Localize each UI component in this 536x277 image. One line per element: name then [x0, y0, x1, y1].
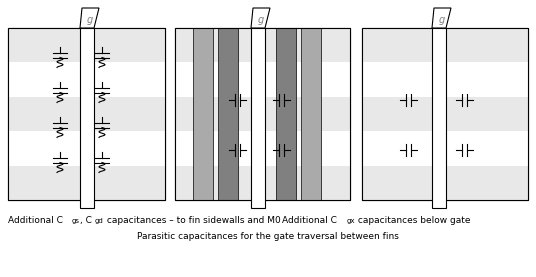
Bar [175, 62, 350, 97]
Polygon shape [251, 8, 270, 28]
Bar [8, 28, 165, 200]
Bar [362, 28, 528, 62]
Polygon shape [80, 8, 99, 28]
Text: Additional C: Additional C [8, 216, 63, 225]
Bar [175, 28, 350, 200]
Bar [251, 28, 265, 208]
Bar [8, 166, 165, 200]
Bar [362, 166, 528, 200]
Bar [175, 97, 350, 131]
Bar [175, 166, 350, 200]
Polygon shape [432, 8, 451, 28]
Text: capacitances below gate: capacitances below gate [355, 216, 471, 225]
Bar [362, 131, 528, 166]
Bar [175, 131, 350, 166]
Bar [8, 62, 165, 97]
Bar [362, 28, 528, 200]
Bar [8, 28, 165, 62]
Bar [362, 28, 528, 200]
Text: gs: gs [72, 218, 80, 224]
Bar [362, 62, 528, 97]
Text: g: g [258, 15, 264, 25]
Text: , C: , C [80, 216, 92, 225]
Bar [193, 28, 213, 200]
Bar [301, 28, 321, 200]
Bar [8, 131, 165, 166]
Text: Additional C: Additional C [282, 216, 337, 225]
Text: capacitances – to fin sidewalls and M0: capacitances – to fin sidewalls and M0 [104, 216, 281, 225]
Bar [432, 28, 446, 208]
Text: gx: gx [347, 218, 355, 224]
Text: g: g [87, 15, 93, 25]
Bar [8, 28, 165, 200]
Bar [218, 28, 238, 200]
Bar [175, 28, 350, 62]
Bar [276, 28, 296, 200]
Bar [80, 28, 94, 208]
Text: gd: gd [95, 218, 104, 224]
Text: g: g [439, 15, 445, 25]
Bar [8, 97, 165, 131]
Bar [175, 28, 350, 200]
Bar [362, 97, 528, 131]
Text: Parasitic capacitances for the gate traversal between fins: Parasitic capacitances for the gate trav… [137, 232, 399, 241]
